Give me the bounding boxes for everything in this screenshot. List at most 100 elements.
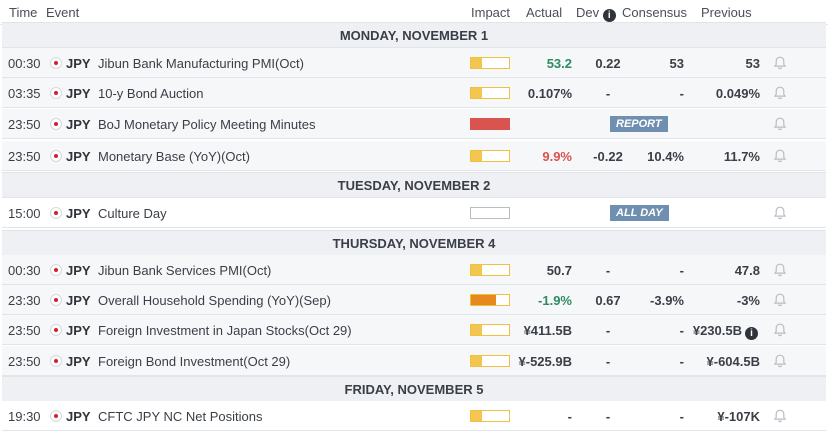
consensus-value: -3.9%: [650, 293, 684, 308]
deviation-value: -: [605, 354, 611, 369]
table-row[interactable]: 00:30 JPY Jibun Bank Manufacturing PMI(Oct…: [2, 48, 826, 78]
previous-value-text: ¥230.5B: [692, 323, 742, 338]
column-event[interactable]: Event: [46, 5, 80, 20]
event-tag-badge[interactable]: REPORT: [610, 116, 668, 132]
japan-flag-icon: [50, 355, 62, 367]
event-currency: JPY: [66, 323, 91, 338]
event-name[interactable]: Foreign Investment in Japan Stocks(Oct 2…: [98, 323, 352, 338]
event-name[interactable]: 10-y Bond Auction: [98, 86, 204, 101]
column-consensus[interactable]: Consensus: [622, 5, 688, 20]
event-time: 00:30: [8, 263, 41, 278]
table-row[interactable]: 23:50 JPY BoJ Monetary Policy Meeting Minu…: [2, 109, 826, 139]
previous-value: ¥230.5B i: [693, 323, 758, 340]
event-time: 23:50: [8, 323, 41, 338]
impact-bar: [470, 264, 510, 276]
deviation-value: -: [605, 409, 611, 424]
impact-fill: [471, 325, 483, 335]
event-currency: JPY: [66, 149, 91, 164]
consensus-value: 53: [669, 56, 684, 71]
japan-flag-icon: [50, 87, 62, 99]
consensus-value: 10.4%: [647, 149, 684, 164]
event-name[interactable]: Culture Day: [98, 206, 167, 221]
revision-info-icon[interactable]: i: [745, 327, 758, 340]
event-time: 23:50: [8, 354, 41, 369]
column-actual[interactable]: Actual: [526, 5, 563, 20]
previous-value-text: 47.8: [734, 263, 760, 278]
bell-icon[interactable]: [772, 322, 788, 338]
japan-flag-icon: [50, 294, 62, 306]
previous-value: ¥-107K: [717, 409, 760, 424]
actual-value: 53.2: [546, 56, 572, 71]
previous-value-text: 0.049%: [715, 86, 760, 101]
impact-bar: [470, 150, 510, 162]
impact-bar: [470, 87, 510, 99]
day-header: TUESDAY, NOVEMBER 2: [2, 172, 826, 198]
bell-icon[interactable]: [772, 148, 788, 164]
info-icon[interactable]: i: [602, 9, 616, 22]
column-impact[interactable]: Impact: [471, 5, 511, 20]
japan-flag-icon: [50, 324, 62, 336]
previous-value-text: 53: [745, 56, 760, 71]
event-name[interactable]: CFTC JPY NC Net Positions: [98, 409, 263, 424]
table-row[interactable]: 15:00 JPY Culture Day ALL DAY: [2, 198, 826, 228]
bell-icon[interactable]: [772, 292, 788, 308]
bell-icon[interactable]: [772, 353, 788, 369]
event-tag-badge[interactable]: ALL DAY: [610, 205, 669, 221]
consensus-value: -: [679, 263, 684, 278]
impact-bar: [470, 57, 510, 69]
actual-value: 50.7: [546, 263, 572, 278]
table-row[interactable]: 00:30 JPY Jibun Bank Services PMI(Oct) 50.7…: [2, 255, 826, 285]
column-dev[interactable]: Dev i: [576, 5, 616, 22]
impact-fill: [471, 88, 483, 98]
actual-value: ¥411.5B: [523, 323, 572, 338]
japan-flag-icon: [50, 207, 62, 219]
impact-fill: [471, 119, 509, 129]
event-name[interactable]: Foreign Bond Investment(Oct 29): [98, 354, 291, 369]
previous-value: 53: [746, 56, 760, 71]
table-row[interactable]: 19:30 JPY CFTC JPY NC Net Positions - - - ¥-10…: [2, 401, 826, 431]
previous-value: ¥-604.5B: [707, 354, 760, 369]
event-time: 23:50: [8, 117, 41, 132]
consensus-value: -: [679, 323, 684, 338]
event-name[interactable]: BoJ Monetary Policy Meeting Minutes: [98, 117, 316, 132]
japan-flag-icon: [50, 150, 62, 162]
consensus-value: -: [679, 86, 684, 101]
table-row[interactable]: 23:50 JPY Foreign Bond Investment(Oct 29) ¥…: [2, 346, 826, 376]
column-dev-label: Dev: [576, 5, 600, 20]
bell-icon[interactable]: [772, 262, 788, 278]
event-name[interactable]: Jibun Bank Services PMI(Oct): [98, 263, 272, 278]
table-row[interactable]: 03:35 JPY 10-y Bond Auction 0.107% - - 0.049%: [2, 78, 826, 108]
bell-icon[interactable]: [772, 116, 788, 132]
event-currency: JPY: [66, 206, 91, 221]
bell-icon[interactable]: [772, 85, 788, 101]
bell-icon[interactable]: [772, 205, 788, 221]
event-currency: JPY: [66, 117, 91, 132]
japan-flag-icon: [50, 57, 62, 69]
event-currency: JPY: [66, 56, 91, 71]
impact-fill: [471, 295, 496, 305]
actual-value: 0.107%: [527, 86, 572, 101]
actual-value: 9.9%: [542, 149, 572, 164]
table-row[interactable]: 23:50 JPY Foreign Investment in Japan Stoc…: [2, 315, 826, 345]
bell-icon[interactable]: [772, 408, 788, 424]
event-name[interactable]: Overall Household Spending (YoY)(Sep): [98, 293, 331, 308]
impact-fill: [471, 265, 483, 275]
impact-bar: [470, 294, 510, 306]
event-currency: JPY: [66, 354, 91, 369]
table-row[interactable]: 23:50 JPY Monetary Base (YoY)(Oct) 9.9% -0.2…: [2, 141, 826, 171]
column-time[interactable]: Time: [9, 5, 38, 20]
previous-value-text: 11.7%: [723, 149, 760, 164]
event-name[interactable]: Jibun Bank Manufacturing PMI(Oct): [98, 56, 304, 71]
impact-bar: [470, 410, 510, 422]
impact-fill: [471, 356, 483, 366]
table-header: Time Event Impact Actual Dev i Consensus…: [0, 0, 828, 25]
previous-value: -3%: [737, 293, 760, 308]
event-name[interactable]: Monetary Base (YoY)(Oct): [98, 149, 250, 164]
event-time: 00:30: [8, 56, 41, 71]
bell-icon[interactable]: [772, 55, 788, 71]
table-row[interactable]: 23:30 JPY Overall Household Spending (YoY)…: [2, 285, 826, 315]
column-previous[interactable]: Previous: [701, 5, 752, 20]
impact-fill: [471, 151, 483, 161]
actual-value: ¥-525.9B: [518, 354, 572, 369]
deviation-value: -: [605, 86, 611, 101]
